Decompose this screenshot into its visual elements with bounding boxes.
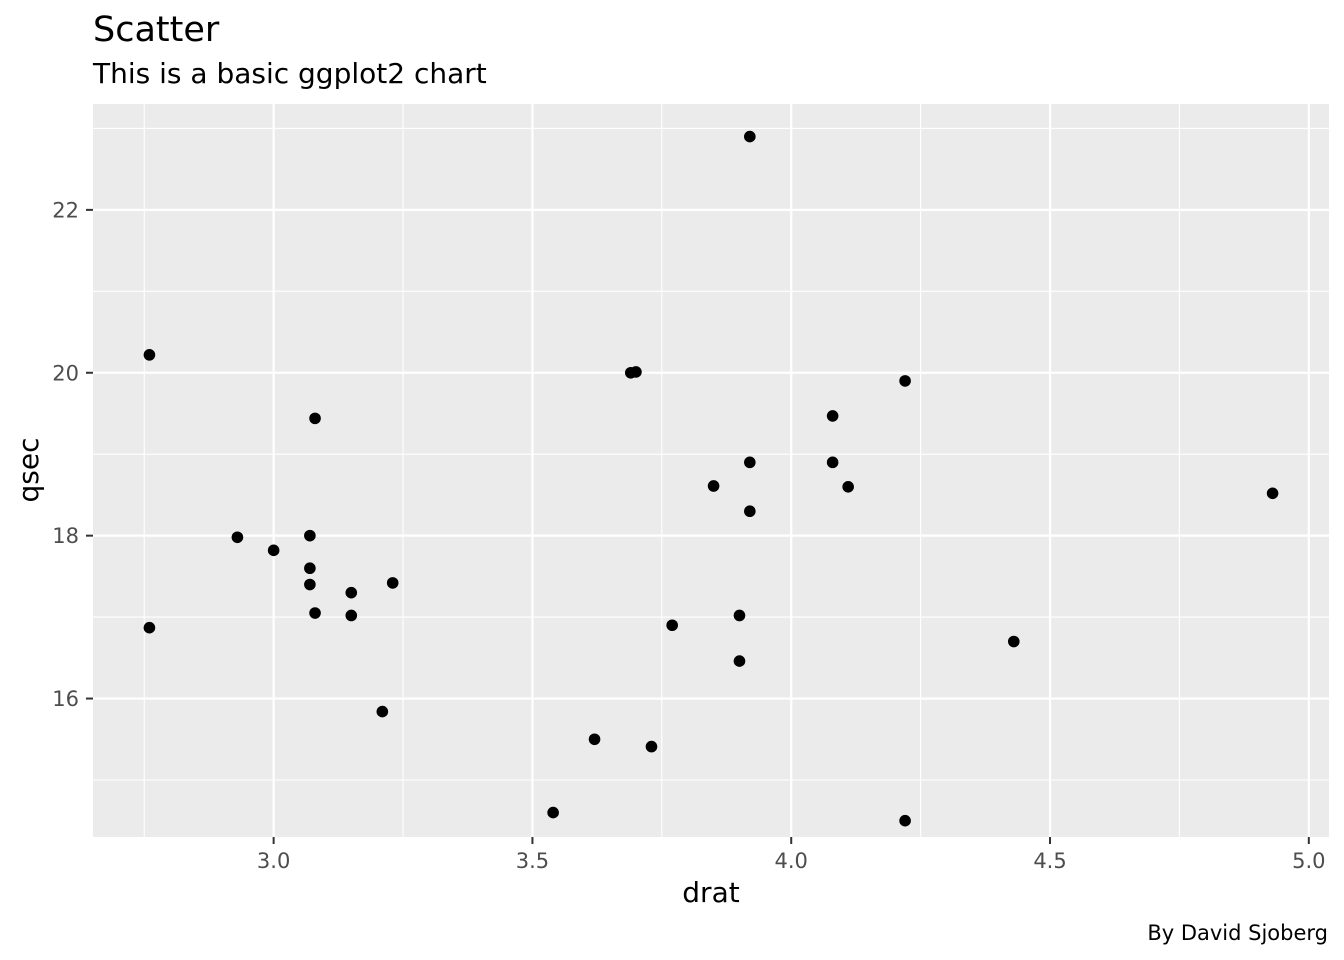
data-point — [1266, 487, 1279, 500]
data-point — [267, 544, 280, 557]
data-point — [630, 366, 642, 378]
data-point — [744, 456, 756, 469]
data-point — [376, 705, 389, 718]
data-point — [304, 529, 316, 542]
data-point — [547, 806, 559, 819]
data-point — [842, 480, 854, 493]
data-points — [143, 130, 1279, 827]
data-point — [309, 607, 321, 619]
data-point — [899, 814, 911, 827]
data-point — [345, 609, 358, 622]
data-point — [304, 562, 316, 575]
data-point — [345, 586, 358, 599]
y-tick-label: 16 — [52, 687, 79, 711]
x-tick-label: 4.0 — [775, 849, 808, 873]
data-point — [666, 619, 678, 632]
x-axis: 3.0 3.5 4.0 4.5 5.0 — [257, 837, 1326, 873]
data-point — [707, 480, 720, 492]
data-point — [733, 609, 746, 622]
data-point — [826, 456, 839, 469]
y-axis: 16 18 20 22 — [52, 198, 93, 711]
y-tick-label: 18 — [52, 524, 79, 548]
chart-title: Scatter — [93, 10, 220, 50]
data-point — [1007, 635, 1020, 648]
y-tick-label: 22 — [52, 198, 79, 222]
x-tick-label: 3.5 — [516, 849, 549, 873]
data-point — [309, 412, 321, 425]
data-point — [826, 410, 839, 422]
x-tick-label: 5.0 — [1292, 849, 1325, 873]
data-point — [386, 577, 399, 589]
x-tick-label: 3.0 — [257, 849, 290, 873]
y-tick-label: 20 — [52, 361, 79, 385]
data-point — [231, 531, 244, 544]
data-point — [899, 375, 911, 387]
minor-gridlines — [93, 104, 1329, 837]
data-point — [588, 733, 601, 746]
data-point — [304, 578, 316, 591]
data-point — [744, 130, 756, 143]
data-point — [645, 740, 658, 753]
data-point — [733, 655, 746, 667]
data-point — [143, 349, 156, 361]
chart-subtitle: This is a basic ggplot2 chart — [92, 57, 487, 90]
x-axis-title: drat — [682, 876, 739, 909]
major-gridlines — [93, 104, 1329, 837]
plot-panel — [93, 104, 1329, 837]
x-tick-label: 4.5 — [1033, 849, 1066, 873]
y-axis-title: qsec — [12, 438, 45, 503]
data-point — [143, 621, 156, 634]
data-point — [744, 505, 756, 518]
chart-caption: By David Sjoberg — [1147, 921, 1328, 945]
